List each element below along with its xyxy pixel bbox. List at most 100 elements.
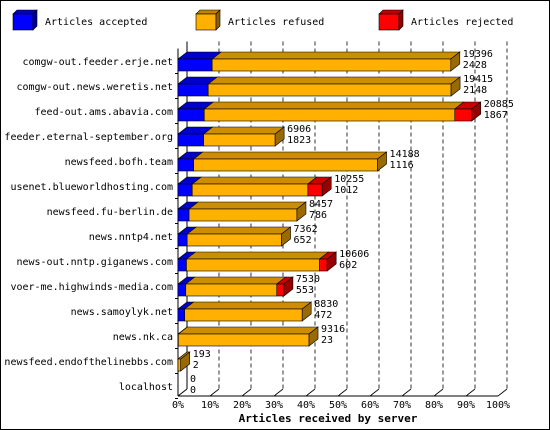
data-label-total: 10255 bbox=[334, 174, 364, 185]
bar-segment bbox=[177, 83, 209, 97]
x-tick-label: 60% bbox=[361, 400, 379, 411]
bar-segment bbox=[177, 58, 213, 72]
data-label-total: 19396 bbox=[463, 49, 493, 60]
bar-segment-top bbox=[184, 276, 287, 285]
bar-segment-side bbox=[377, 151, 387, 172]
data-label-total: 8830 bbox=[314, 299, 338, 310]
data-label-accepted: 602 bbox=[339, 260, 357, 271]
bar-segment bbox=[177, 183, 193, 197]
category-label: comgw-out.feeder.erje.net bbox=[22, 57, 173, 68]
x-tick-label: 70% bbox=[393, 400, 411, 411]
category-label: usenet.blueworldhosting.com bbox=[10, 182, 173, 193]
bar-segment bbox=[203, 108, 456, 122]
grid-foot bbox=[209, 388, 220, 397]
x-tick-label: 90% bbox=[457, 400, 475, 411]
data-label-accepted: 2428 bbox=[463, 60, 487, 71]
grid-foot bbox=[497, 388, 508, 397]
grid-foot bbox=[433, 388, 444, 397]
bar-segment bbox=[177, 233, 188, 247]
legend-swatch-side bbox=[215, 9, 221, 31]
data-label-accepted: 1012 bbox=[334, 185, 358, 196]
data-label-total: 6906 bbox=[287, 124, 311, 135]
bar-segment bbox=[454, 108, 473, 122]
grid-foot bbox=[305, 388, 316, 397]
x-tick-label: 0% bbox=[172, 400, 184, 411]
bar-segment-side bbox=[301, 301, 312, 322]
legend-label: Articles rejected bbox=[411, 17, 513, 28]
data-label-total: 20885 bbox=[484, 99, 514, 110]
bar-segment bbox=[307, 183, 323, 197]
category-label: newsfeed.fu-berlin.de bbox=[47, 207, 173, 218]
data-label-total: 0 bbox=[190, 374, 196, 385]
bar-segment-side bbox=[281, 226, 291, 247]
data-label-accepted: 553 bbox=[296, 285, 314, 296]
bar-segment bbox=[203, 133, 276, 147]
data-label-accepted: 2148 bbox=[463, 85, 487, 96]
data-label-total: 193 bbox=[193, 349, 211, 360]
data-label-total: 14188 bbox=[390, 149, 420, 160]
bar-segment-top bbox=[188, 201, 307, 210]
data-label-total: 10606 bbox=[339, 249, 369, 260]
x-axis-title: Articles received by server bbox=[239, 412, 418, 425]
bar-segment-side bbox=[274, 126, 285, 147]
category-label: news.nk.ca bbox=[113, 332, 173, 343]
category-label: feeder.eternal-september.org bbox=[4, 132, 173, 143]
bar-segment-top bbox=[186, 226, 292, 235]
data-label-accepted: 2 bbox=[193, 360, 199, 371]
bar-segment bbox=[319, 258, 328, 272]
grid-foot bbox=[273, 388, 284, 397]
bar-segment bbox=[211, 58, 452, 72]
bar-segment-side bbox=[296, 201, 307, 222]
bar-segment-side bbox=[450, 76, 461, 97]
data-label-accepted: 1823 bbox=[287, 135, 311, 146]
x-tick-label: 40% bbox=[297, 400, 315, 411]
data-label-accepted: 23 bbox=[321, 335, 333, 346]
bar-segment bbox=[177, 208, 190, 222]
bar-segment bbox=[193, 158, 378, 172]
category-label: newsfeed.bofh.team bbox=[65, 157, 173, 168]
bar-segment bbox=[177, 158, 194, 172]
category-label: newsfeed.endofthelinebbs.com bbox=[4, 357, 173, 368]
bar-segment-top bbox=[192, 151, 388, 160]
data-label-total: 7362 bbox=[294, 224, 318, 235]
bar-segment-side bbox=[283, 276, 294, 297]
grid-foot bbox=[337, 388, 348, 397]
legend-label: Articles accepted bbox=[45, 17, 147, 28]
category-label: feed-out.ams.abavia.com bbox=[35, 107, 173, 118]
bar-segment-top bbox=[183, 301, 313, 310]
bar-segment-side bbox=[180, 351, 191, 372]
legend-swatch bbox=[195, 13, 217, 31]
bar-segment-top bbox=[202, 126, 286, 135]
bar-segment bbox=[186, 233, 282, 247]
bar-segment-top bbox=[207, 76, 461, 85]
legend-label: Articles refused bbox=[228, 17, 324, 28]
bar-segment-top bbox=[185, 251, 330, 260]
bar-segment bbox=[207, 83, 452, 97]
bar-segment bbox=[177, 258, 187, 272]
x-tick-label: 80% bbox=[425, 400, 443, 411]
bar-segment bbox=[177, 283, 187, 297]
category-label: comgw-out.news.weretis.net bbox=[16, 82, 173, 93]
x-tick-label: 30% bbox=[265, 400, 283, 411]
data-label-accepted: 652 bbox=[294, 235, 312, 246]
bar-segment-side bbox=[326, 251, 337, 272]
legend-swatch bbox=[12, 13, 34, 31]
category-label: voer-me.highwinds-media.com bbox=[10, 282, 173, 293]
data-label-accepted: 786 bbox=[309, 210, 327, 221]
grid-foot bbox=[241, 388, 252, 397]
bar-segment-top bbox=[191, 176, 318, 185]
data-label-accepted: 1867 bbox=[484, 110, 508, 121]
x-tick-label: 100% bbox=[486, 400, 510, 411]
legend-swatch-side bbox=[32, 9, 38, 31]
bar-segment-side bbox=[321, 176, 332, 197]
category-label: localhost bbox=[119, 382, 173, 393]
category-label: news-out.nntp.giganews.com bbox=[16, 257, 173, 268]
legend-swatch bbox=[378, 13, 400, 31]
grid-foot bbox=[465, 388, 476, 397]
category-label: news.samoylyk.net bbox=[71, 307, 173, 318]
data-label-accepted: 0 bbox=[190, 385, 196, 396]
x-tick-label: 50% bbox=[329, 400, 347, 411]
bar-segment bbox=[188, 208, 298, 222]
data-label-accepted: 1116 bbox=[390, 160, 414, 171]
